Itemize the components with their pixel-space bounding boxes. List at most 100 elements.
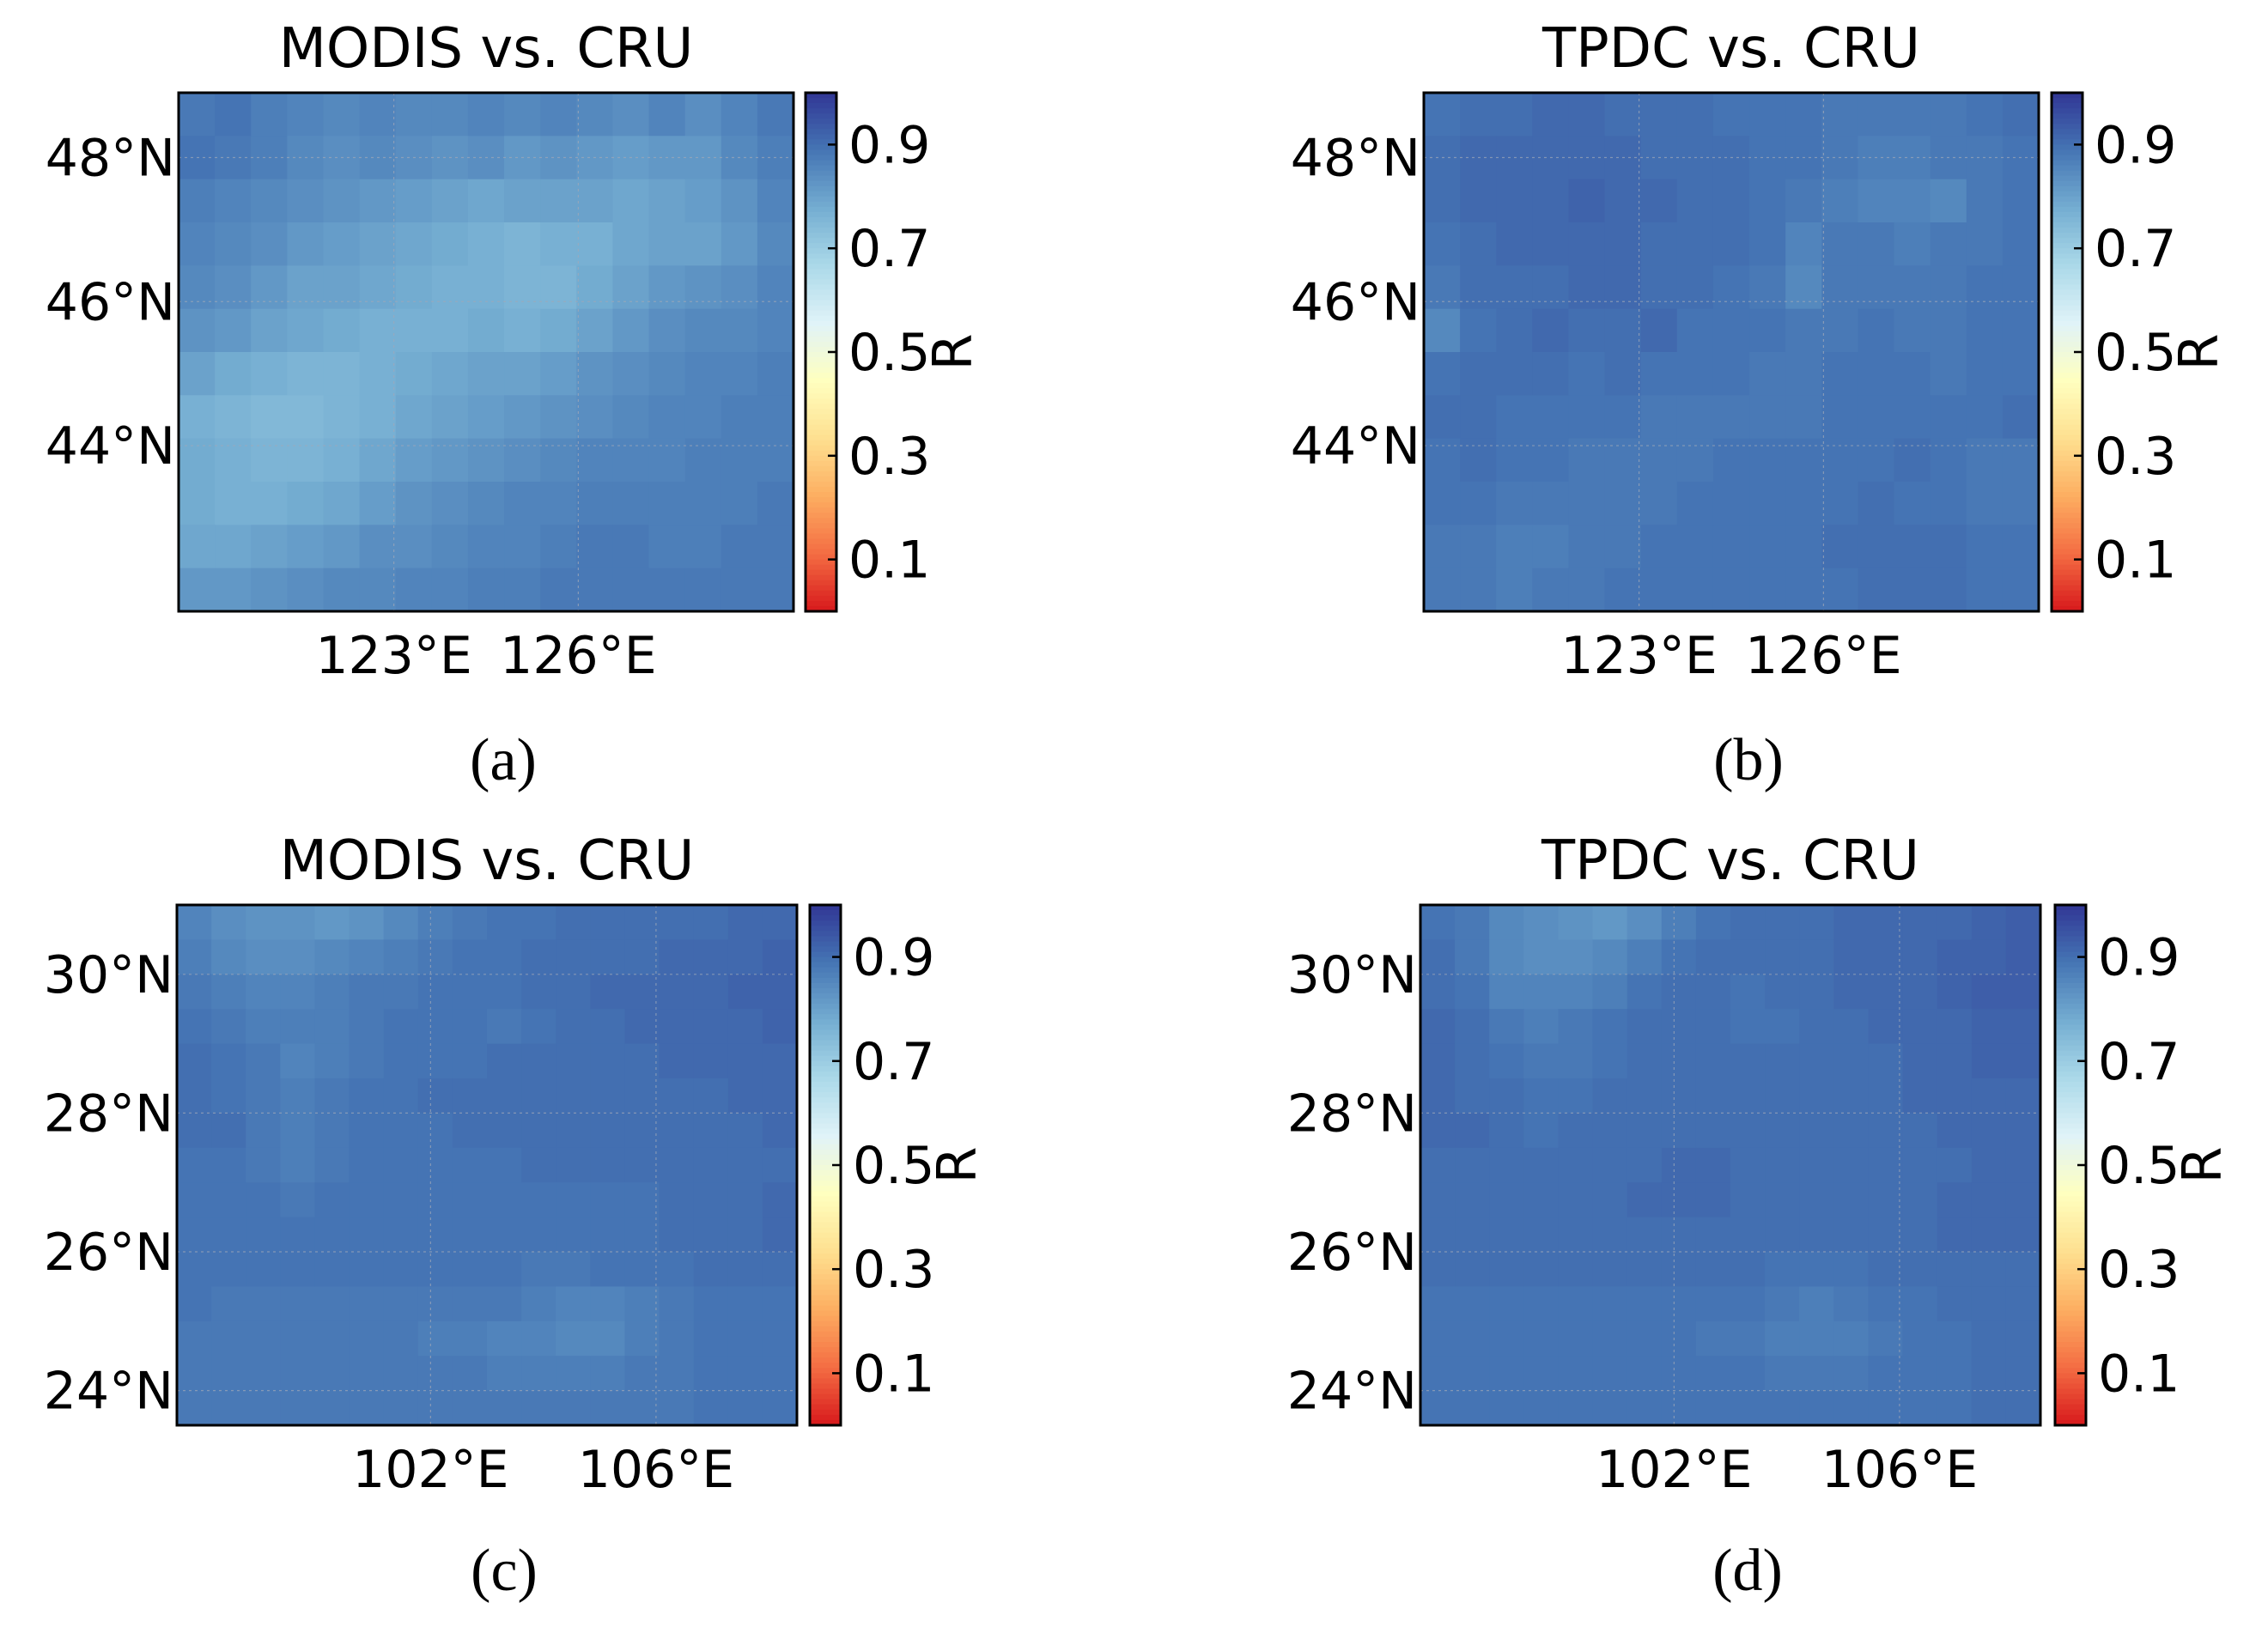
heatmap-cell [246,1078,281,1114]
heatmap-cell [1785,525,1822,569]
heatmap-cell [576,482,614,525]
heatmap-cell [590,939,626,975]
heatmap-cell [1785,568,1822,612]
heatmap-cell [1661,1043,1697,1079]
y-tick-label: 24°N [44,1362,173,1422]
colorbar-segment [806,497,836,503]
colorbar-segment [806,600,836,607]
colorbar-segment [2052,124,2083,130]
heatmap-cell [1749,482,1786,525]
heatmap-cell [727,1009,763,1045]
heatmap-cell [215,482,252,525]
heatmap-cell [251,179,288,223]
y-tick-label: 24°N [1287,1362,1417,1422]
colorbar-segment [810,1279,841,1285]
colorbar-segment [2052,336,2083,343]
colorbar-segment [806,585,836,592]
colorbar-segment [806,310,836,317]
colorbar-segment [810,1186,841,1192]
heatmap-cell [1937,1320,1973,1357]
heatmap-cell [359,222,397,266]
colorbar-segment [806,155,836,161]
heatmap-cell [1523,1182,1560,1218]
heatmap-cell [349,1182,385,1218]
plot-frame [175,903,799,1427]
heatmap-cell [1833,1217,1870,1253]
heatmap-cell [556,1356,591,1392]
heatmap-cell [251,308,288,353]
colorbar-segment [2055,1399,2086,1405]
heatmap-cell [1765,1009,1800,1045]
heatmap-cell [721,265,758,310]
heatmap-cell [323,265,361,310]
heatmap-cell [280,1217,316,1253]
colorbar-segment [2055,1383,2086,1390]
heatmap-cell [727,1390,763,1426]
heatmap-cell [576,352,614,396]
heatmap-cell [504,308,541,353]
heatmap-cell [727,1286,763,1322]
colorbar-segment [806,248,836,254]
heatmap-cell [246,974,281,1010]
heatmap-cell [287,308,325,353]
panel-title: TPDC vs. CRU [1541,829,1919,893]
heatmap-cell [177,1078,212,1114]
heatmap-cell [383,1252,419,1287]
heatmap-cell [1489,905,1524,940]
heatmap-cell [349,1252,385,1287]
colorbar-segment [2052,404,2083,410]
heatmap-cell [1821,482,1859,525]
heatmap-cell [431,179,469,223]
heatmap-cell [1627,1356,1663,1392]
heatmap-cell [1730,1147,1766,1183]
colorbar-segment [806,470,836,477]
colorbar-segment [810,1123,841,1130]
heatmap-cell [1821,308,1859,353]
heatmap-cell [1661,1009,1697,1045]
heatmap-cell [1894,395,1931,440]
heatmap-cell [1868,1252,1904,1287]
heatmap-cell [1489,1182,1524,1218]
heatmap-cell [1568,308,1606,353]
x-tick-label: 123°E [315,626,471,686]
colorbar-segment [810,1076,841,1083]
heatmap-cell [727,1356,763,1392]
colorbar-segment [2055,1175,2086,1181]
heatmap-cell [280,1113,316,1149]
heatmap-cell [1558,1286,1594,1322]
heatmap-cell [659,905,695,940]
colorbar-segment [2055,1336,2086,1343]
heatmap-cell [1420,1182,1456,1218]
heatmap-cell [504,482,541,525]
colorbar-segment [810,1035,841,1041]
heatmap-cell [215,222,252,266]
heatmap-cell [576,308,614,353]
colorbar-segment [810,915,841,921]
colorbar-segment [2055,1159,2086,1166]
heatmap-cell [246,1182,281,1218]
colorbar-segment [810,1284,841,1290]
heatmap-cell [487,1009,522,1045]
heatmap-cell [1640,222,1678,266]
heatmap-cell [1424,308,1461,353]
heatmap-cell [1676,438,1714,483]
colorbar-segment [2052,129,2083,135]
heatmap-cell [1532,525,1570,569]
heatmap-cell [280,1390,316,1426]
heatmap-cell [1420,1390,1456,1426]
colorbar-segment [2055,1055,2086,1062]
colorbar-segment [810,920,841,926]
heatmap-cell [1532,308,1570,353]
colorbar-segment [2052,476,2083,483]
heatmap-cell [540,222,577,266]
heatmap-cell [1523,1356,1560,1392]
colorbar-segment [810,1259,841,1265]
heatmap-cell [211,1078,246,1114]
colorbar-segment [2055,1014,2086,1020]
colorbar-segment [810,936,841,942]
colorbar-segment [2052,414,2083,421]
heatmap-cell [1592,1113,1628,1149]
heatmap-cell [314,1009,350,1045]
colorbar-segment [2052,93,2083,99]
heatmap-cell [762,1286,798,1322]
